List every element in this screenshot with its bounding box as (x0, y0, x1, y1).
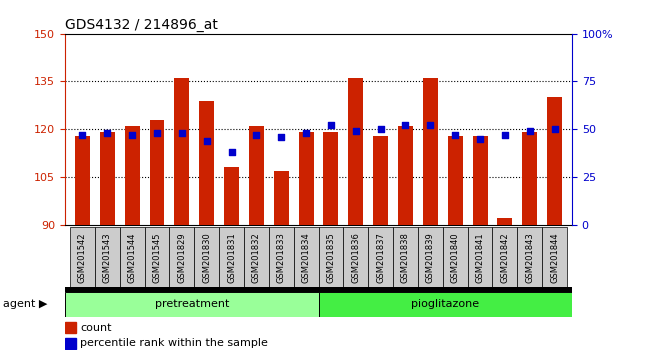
Bar (120, 227, 144, 289)
Bar (75, 136, 90, 225)
Bar (497, 218, 512, 225)
Bar (100, 132, 114, 225)
Text: GSM201544: GSM201544 (127, 232, 136, 283)
Bar (542, 227, 567, 289)
Point (276, 134, 287, 140)
Text: GSM201844: GSM201844 (550, 232, 559, 283)
Bar (473, 136, 488, 225)
Text: GSM201830: GSM201830 (202, 232, 211, 283)
Bar (244, 227, 269, 289)
Text: GSM201837: GSM201837 (376, 232, 385, 283)
Bar (343, 227, 368, 289)
Text: GSM201831: GSM201831 (227, 232, 236, 283)
Bar (294, 227, 318, 289)
Text: GSM201835: GSM201835 (326, 232, 335, 283)
Text: GSM201840: GSM201840 (450, 232, 460, 283)
Point (400, 122, 411, 128)
Text: GSM201545: GSM201545 (153, 232, 161, 283)
Point (301, 130, 311, 136)
Point (151, 130, 162, 136)
Text: GDS4132 / 214896_at: GDS4132 / 214896_at (65, 18, 218, 32)
Bar (467, 227, 493, 289)
Bar (418, 227, 443, 289)
Point (326, 122, 336, 128)
Text: pioglitazone: pioglitazone (411, 299, 479, 309)
Text: GSM201829: GSM201829 (177, 232, 187, 283)
Point (525, 128, 535, 134)
Point (226, 149, 237, 155)
Text: GSM201843: GSM201843 (525, 232, 534, 283)
Bar (274, 171, 289, 225)
Point (202, 138, 212, 143)
Text: percentile rank within the sample: percentile rank within the sample (80, 338, 268, 348)
Point (177, 130, 187, 136)
Bar (249, 126, 264, 225)
Point (425, 122, 436, 128)
Bar (517, 227, 542, 289)
Bar (194, 227, 219, 289)
Point (127, 132, 137, 138)
Bar (65, 322, 76, 333)
Text: GSM201833: GSM201833 (277, 232, 286, 283)
Bar (199, 101, 214, 225)
Bar (125, 126, 140, 225)
Bar (448, 136, 463, 225)
Bar (368, 227, 393, 289)
Point (549, 126, 560, 132)
Bar (269, 227, 294, 289)
Bar (318, 292, 572, 317)
Text: GSM201842: GSM201842 (500, 232, 510, 283)
Point (450, 132, 460, 138)
Text: agent ▶: agent ▶ (3, 299, 47, 309)
Bar (65, 338, 76, 349)
Bar (65, 292, 318, 317)
Bar (174, 78, 189, 225)
Bar (318, 227, 343, 289)
Text: GSM201838: GSM201838 (401, 232, 410, 283)
Text: GSM201834: GSM201834 (302, 232, 311, 283)
Bar (523, 132, 537, 225)
Bar (224, 167, 239, 225)
Bar (443, 227, 467, 289)
Bar (70, 227, 95, 289)
Point (475, 136, 486, 142)
Bar (150, 120, 164, 225)
Point (77, 132, 88, 138)
Text: GSM201832: GSM201832 (252, 232, 261, 283)
Point (350, 128, 361, 134)
Bar (398, 126, 413, 225)
Bar (373, 136, 388, 225)
Text: GSM201841: GSM201841 (476, 232, 484, 283)
Point (102, 130, 112, 136)
Bar (219, 227, 244, 289)
Point (251, 132, 261, 138)
Bar (423, 78, 438, 225)
Text: count: count (80, 322, 112, 332)
Text: pretreatment: pretreatment (155, 299, 229, 309)
Text: GSM201542: GSM201542 (78, 232, 87, 283)
Bar (393, 227, 418, 289)
Text: GSM201836: GSM201836 (351, 232, 360, 283)
Bar (95, 227, 120, 289)
Text: GSM201839: GSM201839 (426, 232, 435, 283)
Bar (170, 227, 194, 289)
Bar (348, 78, 363, 225)
Point (500, 132, 510, 138)
Bar (324, 132, 339, 225)
Text: GSM201543: GSM201543 (103, 232, 112, 283)
Bar (547, 97, 562, 225)
Bar (144, 227, 170, 289)
Bar (493, 227, 517, 289)
Point (376, 126, 386, 132)
Bar (298, 132, 313, 225)
